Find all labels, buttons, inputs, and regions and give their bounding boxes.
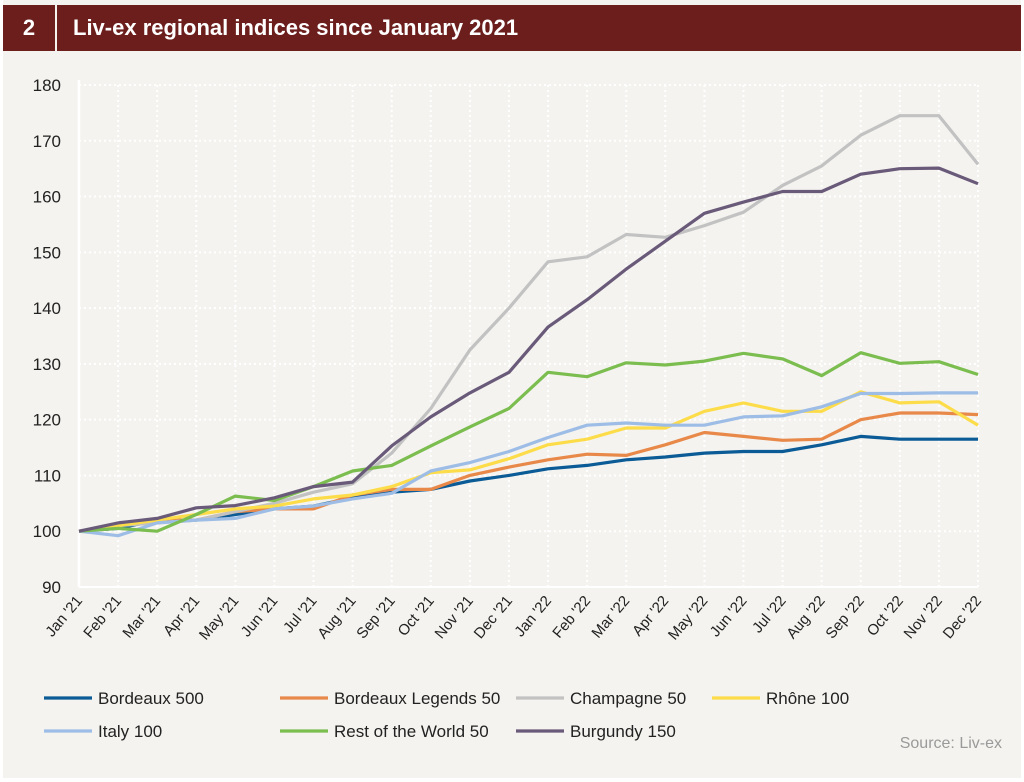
y-tick-label: 130 xyxy=(33,355,61,374)
x-tick-label: Jan '21 xyxy=(42,593,86,641)
y-tick-label: 100 xyxy=(33,522,61,541)
x-tick-label: Feb '21 xyxy=(80,593,125,642)
x-tick-label: Nov '21 xyxy=(432,593,477,643)
chart-title: Liv-ex regional indices since January 20… xyxy=(73,15,519,40)
legend-label: Champagne 50 xyxy=(570,689,686,708)
source-note: Source: Liv-ex xyxy=(899,735,1002,752)
x-tick-label: Jun '21 xyxy=(238,593,282,641)
legend-label: Italy 100 xyxy=(98,722,162,741)
x-tick-label: Dec '21 xyxy=(471,593,516,643)
x-tick-label: Aug '21 xyxy=(314,593,359,643)
legend-label: Bordeaux 500 xyxy=(98,689,204,708)
x-tick-label: Sep '21 xyxy=(353,593,398,643)
y-tick-label: 120 xyxy=(33,411,61,430)
y-tick-label: 90 xyxy=(42,578,61,597)
x-tick-label: Mar '22 xyxy=(588,593,633,642)
y-tick-label: 170 xyxy=(33,132,61,151)
x-tick-label: Sep '22 xyxy=(822,593,867,643)
x-tick-label: Oct '21 xyxy=(395,593,438,640)
x-tick-label: Aug '22 xyxy=(783,593,828,643)
x-tick-label: May '21 xyxy=(196,593,242,644)
series-line-rh-ne-100 xyxy=(78,390,979,533)
y-tick-label: 110 xyxy=(34,466,61,485)
series-line-rest-of-the-world-50 xyxy=(78,351,979,533)
y-tick-label: 150 xyxy=(33,243,61,262)
chart-header: 2 Liv-ex regional indices since January … xyxy=(3,5,1021,51)
x-tick-label: May '22 xyxy=(665,593,711,644)
legend-label: Burgundy 150 xyxy=(570,722,676,741)
legend-label: Rhône 100 xyxy=(766,689,849,708)
series-line-italy-100 xyxy=(78,391,978,538)
x-tick-label: Dec '22 xyxy=(940,593,985,643)
y-tick-label: 180 xyxy=(33,76,61,95)
x-tick-label: Jun '22 xyxy=(707,593,751,641)
x-tick-label: Mar '21 xyxy=(119,593,164,642)
y-tick-label: 140 xyxy=(33,299,61,318)
x-tick-label: Oct '22 xyxy=(864,593,907,640)
legend-label: Bordeaux Legends 50 xyxy=(334,689,500,708)
series-line-burgundy-150 xyxy=(78,166,979,533)
legend-label: Rest of the World 50 xyxy=(334,722,489,741)
x-tick-label: Feb '22 xyxy=(549,593,594,642)
x-tick-label: Jan '22 xyxy=(511,593,555,641)
x-tick-label: Nov '22 xyxy=(901,593,946,643)
series-line-champagne-50 xyxy=(78,114,980,533)
series-line-bordeaux-500 xyxy=(78,434,978,533)
y-tick-label: 160 xyxy=(33,188,61,207)
chart-panel xyxy=(3,0,1021,778)
figure-number: 2 xyxy=(3,5,57,51)
